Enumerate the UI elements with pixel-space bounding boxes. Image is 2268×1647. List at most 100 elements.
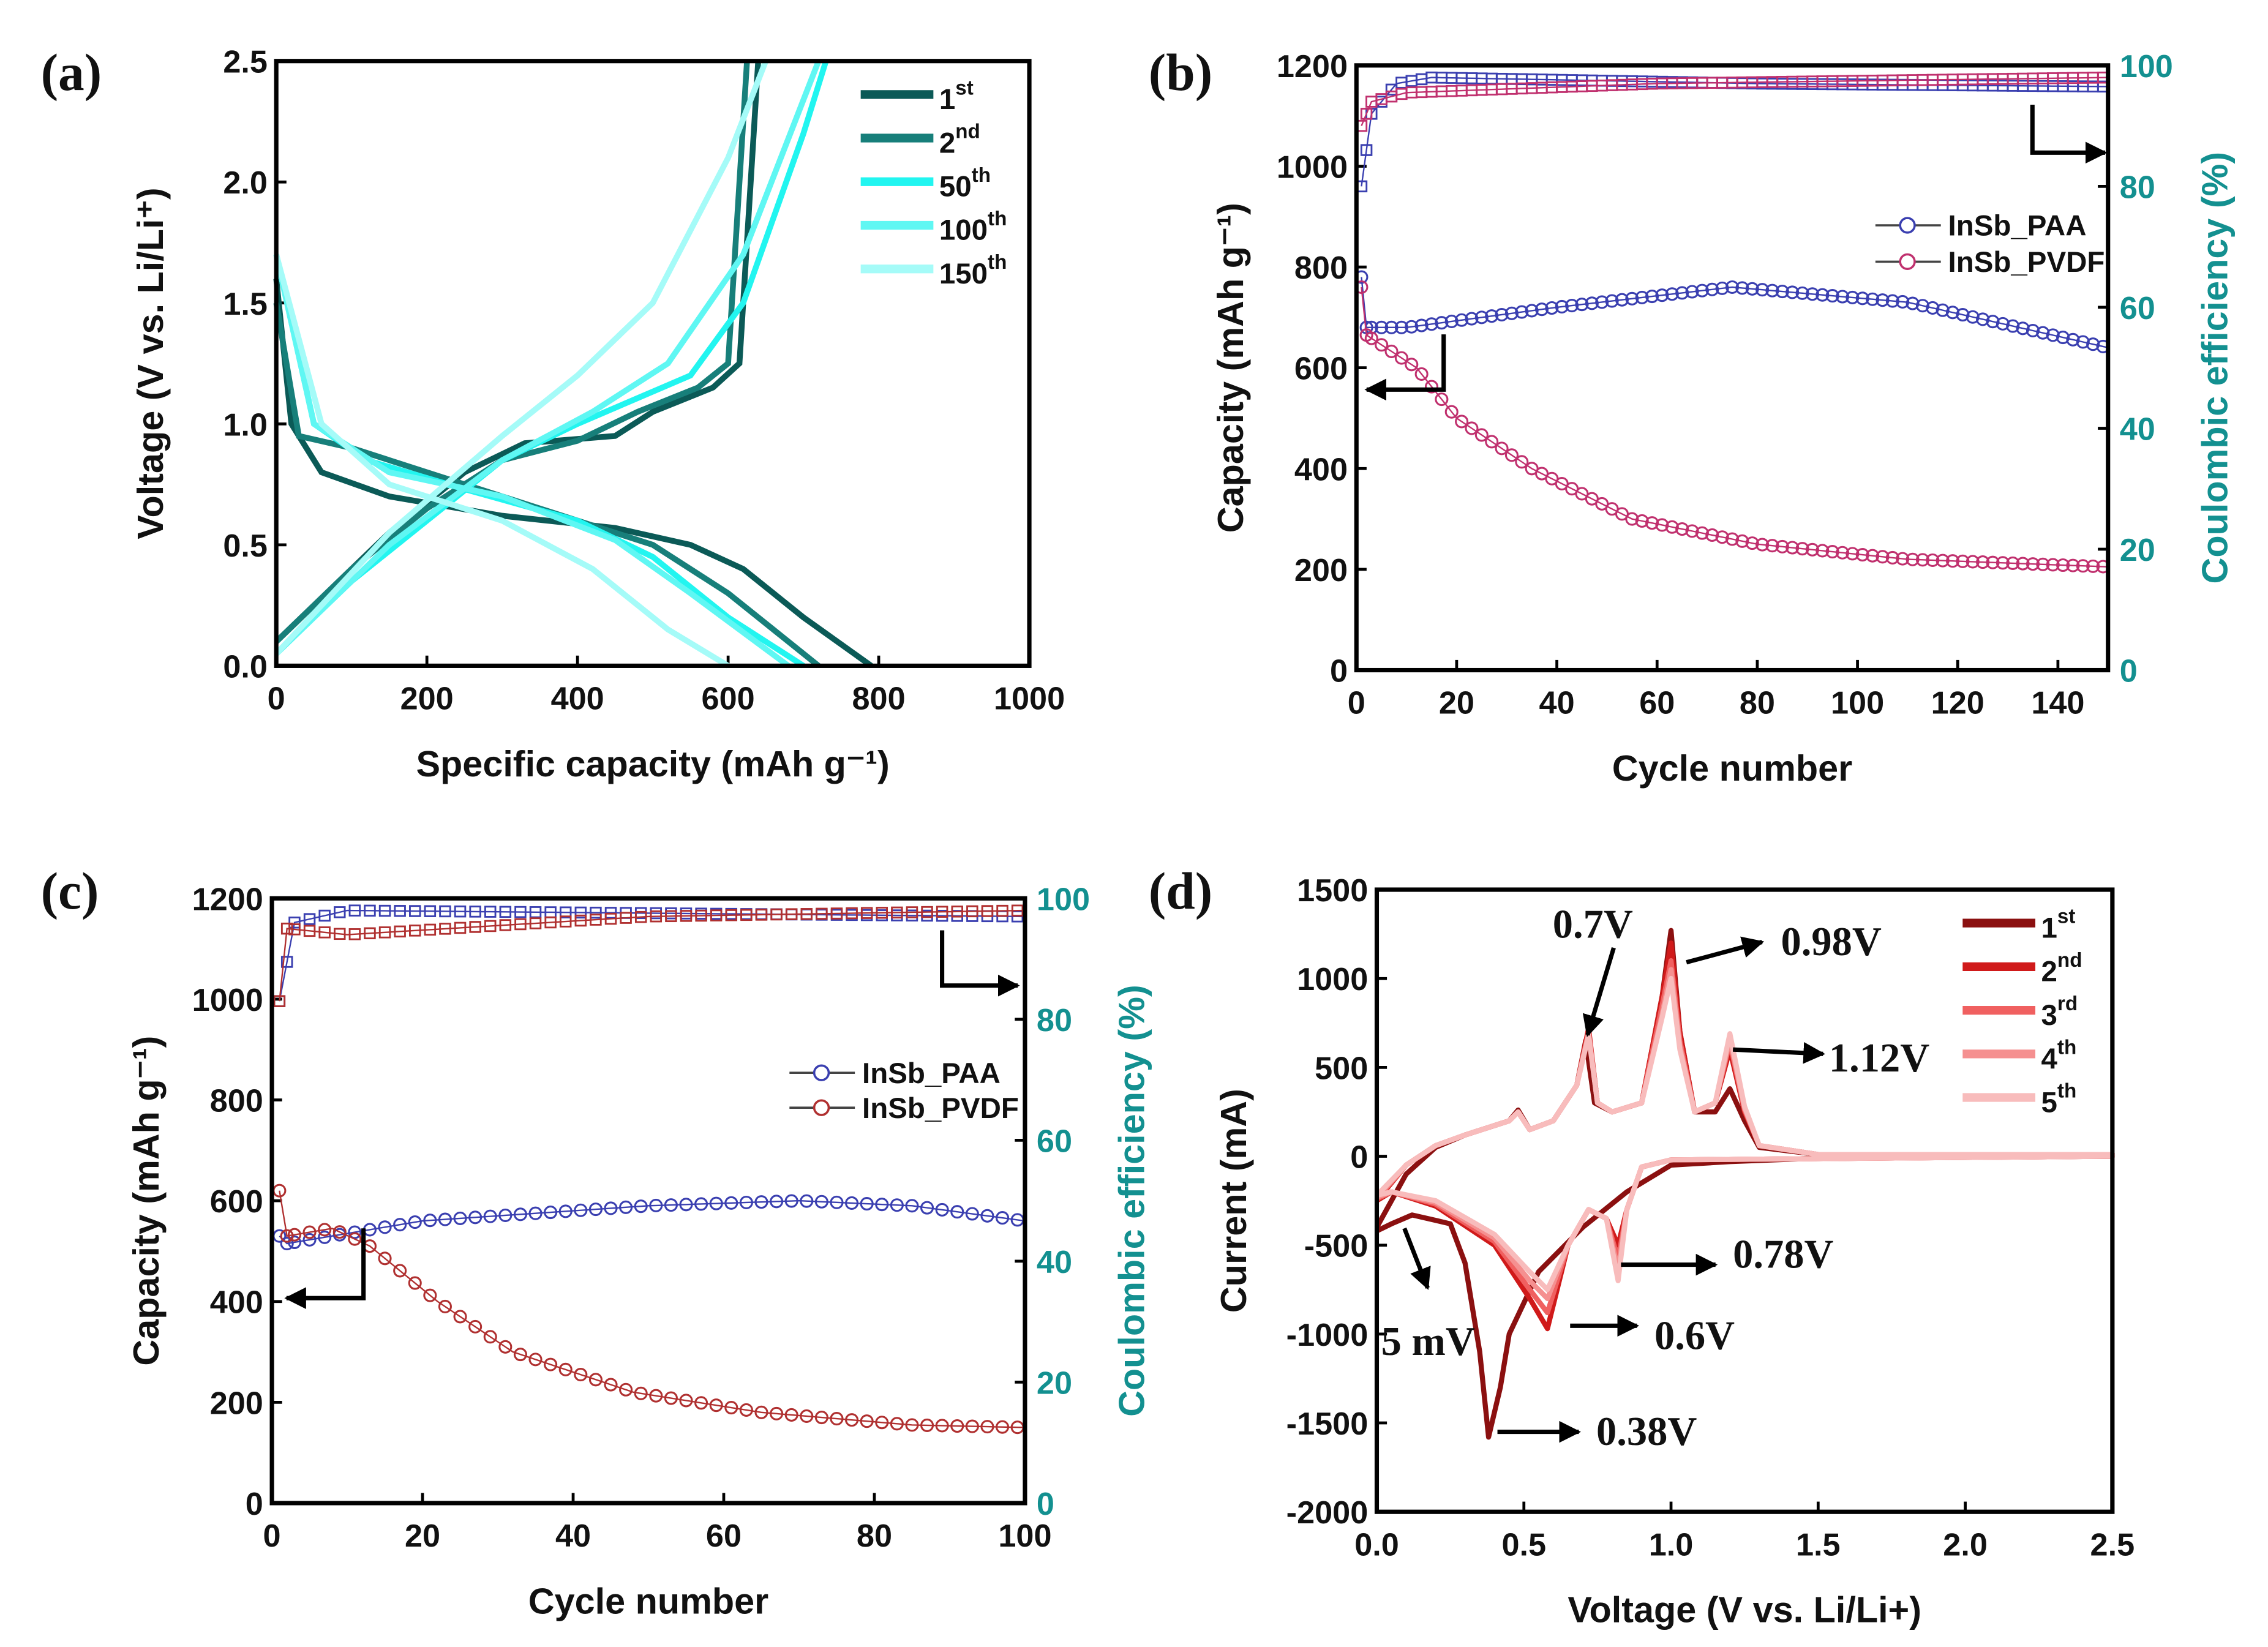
ce-point <box>996 904 1008 917</box>
capacity-point <box>2046 328 2060 342</box>
capacity-point <box>800 1194 814 1208</box>
ce-point <box>981 905 994 917</box>
y-tick-label: 400 <box>210 1285 263 1321</box>
capacity-point <box>1645 289 1659 304</box>
capacity-point <box>1495 441 1509 456</box>
ce-point <box>364 904 376 917</box>
y-tick-label: 1000 <box>192 983 263 1018</box>
ce-point <box>499 919 512 931</box>
x-tick-label: 800 <box>852 681 906 717</box>
capacity-point <box>830 1412 844 1426</box>
legend-marker <box>1899 253 1916 271</box>
capacity-point <box>679 1394 693 1408</box>
legend-label: 4th <box>2041 1036 2077 1075</box>
capacity-point <box>965 1419 979 1433</box>
capacity-point <box>664 1198 678 1212</box>
legend-superscript: th <box>988 251 1007 274</box>
legend-superscript: rd <box>2057 992 2078 1015</box>
x-tick-label: 200 <box>400 681 454 717</box>
ce-point <box>559 906 572 918</box>
capacity-point <box>318 1223 332 1237</box>
capacity-point <box>302 1232 317 1247</box>
capacity-point <box>709 1196 723 1210</box>
capacity-point <box>302 1225 317 1239</box>
ce-point <box>785 908 798 920</box>
y-tick-label: 600 <box>210 1184 263 1220</box>
capacity-point <box>784 1194 798 1208</box>
capacity-point <box>905 1199 919 1213</box>
y-tick-label: -2000 <box>1286 1495 1369 1531</box>
ce-point <box>800 908 813 920</box>
y-tick-label: 200 <box>210 1386 263 1421</box>
y2-tick-label: 40 <box>1037 1245 1072 1280</box>
capacity-point <box>2036 326 2050 340</box>
capacity-point <box>890 1417 904 1431</box>
ce-line <box>1361 77 2108 187</box>
y-tick-label: 1000 <box>1277 149 1348 185</box>
capacity-point <box>739 1403 753 1417</box>
capacity-point <box>1816 544 1830 558</box>
ce-point <box>891 906 903 919</box>
capacity-point <box>438 1299 452 1313</box>
capacity-point <box>1635 514 1649 528</box>
capacity-point <box>1915 553 1929 567</box>
ce-line <box>279 909 1025 1002</box>
ce-point <box>288 923 301 936</box>
capacity-point <box>920 1201 934 1215</box>
y2-tick-label: 100 <box>2120 49 2173 84</box>
capacity-point <box>378 1251 392 1266</box>
y-tick-label: 1.0 <box>223 407 268 443</box>
legend-label: InSb_PAA <box>1948 210 2087 242</box>
y2-tick-label: 80 <box>2120 170 2155 205</box>
capacity-point <box>890 1198 904 1212</box>
capacity-point <box>1825 289 1839 303</box>
legend-label: InSb_PAA <box>862 1057 1001 1090</box>
x-tick-label: 80 <box>857 1518 892 1554</box>
y-axis-title: Capacity (mAh g⁻¹) <box>126 1036 167 1366</box>
legend-label: 150th <box>939 251 1007 290</box>
capacity-point <box>1485 435 1499 449</box>
legend-number: 3 <box>2041 999 2057 1032</box>
capacity-point <box>1805 287 1819 301</box>
y2-tick-label: 20 <box>1037 1365 1072 1401</box>
ce-point <box>348 928 361 940</box>
y2-tick-label: 60 <box>2120 291 2155 326</box>
ce-point <box>318 926 331 939</box>
capacity-point <box>724 1196 738 1210</box>
ce-point <box>364 927 376 940</box>
capacity-point <box>1655 288 1669 302</box>
capacity-point <box>1375 320 1389 334</box>
plot-frame <box>1374 887 2115 1514</box>
x-tick-label: 400 <box>551 681 604 717</box>
capacity-point <box>1906 296 1920 310</box>
y2-axis-title: Coulombic efficiency (%) <box>2194 152 2235 584</box>
capacity-point <box>588 1202 603 1217</box>
capacity-point <box>1534 302 1549 317</box>
plot-area <box>272 904 1026 1435</box>
capacity-point <box>1735 534 1749 548</box>
series-1st-curve <box>274 61 762 644</box>
annotation-arrow <box>1686 936 1765 965</box>
capacity-point <box>1725 280 1740 295</box>
y-tick-label: -500 <box>1304 1229 1369 1264</box>
capacity-point <box>1695 526 1709 540</box>
capacity-point <box>1394 320 1408 334</box>
capacity-point <box>1735 281 1749 295</box>
capacity-point <box>1465 312 1479 326</box>
capacity-point <box>498 1208 513 1223</box>
capacity-point <box>453 1211 467 1225</box>
capacity-point <box>845 1196 859 1210</box>
capacity-point <box>393 1264 407 1278</box>
ce-point <box>514 906 527 918</box>
series-1st-curve <box>273 278 873 669</box>
legend-label: InSb_PVDF <box>1948 246 2105 279</box>
ce-point <box>334 928 346 940</box>
annotation-arrow <box>1402 1227 1431 1290</box>
capacity-point <box>860 1197 874 1211</box>
y-tick-label: 0 <box>1350 1140 1368 1176</box>
ce-point <box>484 920 497 932</box>
capacity-point <box>1565 299 1579 313</box>
capacity-point <box>1444 314 1459 328</box>
capacity-point <box>1455 313 1469 327</box>
capacity-point <box>378 1220 392 1234</box>
